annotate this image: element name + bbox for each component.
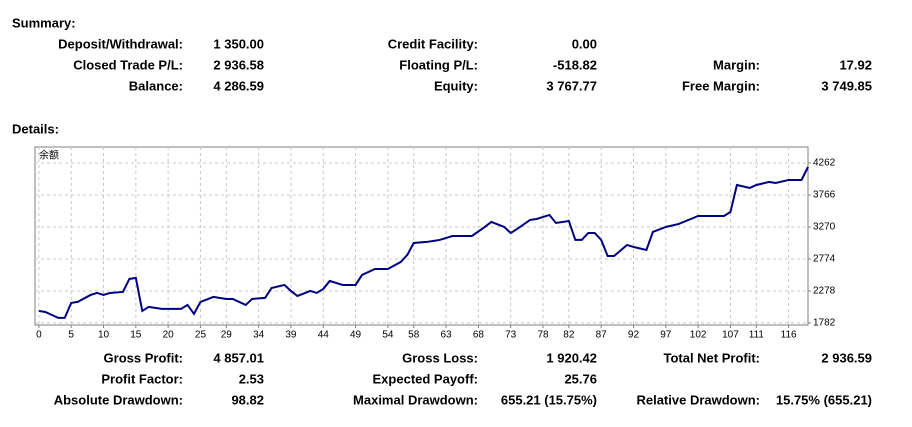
y-tick-label: 3270 <box>813 222 836 233</box>
field-value: 3 767.77 <box>546 78 597 93</box>
field-value: 655.21 (15.75%) <box>501 392 597 407</box>
x-tick-label: 20 <box>163 330 175 341</box>
balance-line <box>38 166 809 319</box>
field-label: Closed Trade P/L: <box>73 57 183 72</box>
x-tick-label: 39 <box>285 330 297 341</box>
x-tick-label: 10 <box>98 330 110 341</box>
field-label: Gross Loss: <box>402 350 478 365</box>
x-tick-label: 58 <box>408 330 420 341</box>
field-label: Equity: <box>434 78 478 93</box>
x-tick-label: 44 <box>318 330 330 341</box>
field-label: Relative Drawdown: <box>636 392 760 407</box>
field-value: 4 286.59 <box>213 78 264 93</box>
field-value: 2 936.58 <box>213 57 264 72</box>
field-label: Expected Payoff: <box>373 371 478 386</box>
x-tick-label: 34 <box>253 330 265 341</box>
field-label: Profit Factor: <box>101 371 183 386</box>
y-tick-label: 4262 <box>813 158 836 169</box>
x-tick-label: 78 <box>537 330 549 341</box>
field-value: 0.00 <box>572 36 597 51</box>
field-value: 2.53 <box>239 371 264 386</box>
y-tick-label: 1782 <box>813 318 836 329</box>
y-tick-label: 2774 <box>813 254 836 265</box>
x-tick-label: 111 <box>749 330 765 341</box>
field-value: 98.82 <box>231 392 264 407</box>
x-tick-label: 15 <box>130 330 142 341</box>
field-value: 4 857.01 <box>213 350 264 365</box>
x-tick-label: 87 <box>596 330 608 341</box>
field-value: 1 350.00 <box>213 36 264 51</box>
y-tick-label: 3766 <box>813 190 836 201</box>
x-tick-label: 49 <box>350 330 362 341</box>
x-tick-label: 68 <box>473 330 485 341</box>
details-title: Details: <box>12 121 59 136</box>
chart-title: 余额 <box>39 149 59 162</box>
chart-frame <box>34 146 809 326</box>
field-label: Floating P/L: <box>399 57 478 72</box>
x-tick-label: 107 <box>722 330 739 341</box>
x-tick-label: 92 <box>628 330 640 341</box>
x-tick-label: 0 <box>36 330 42 341</box>
x-tick-label: 54 <box>382 330 394 341</box>
field-value: 3 749.85 <box>821 78 872 93</box>
x-tick-label: 25 <box>195 330 207 341</box>
field-label: Gross Profit: <box>104 350 183 365</box>
summary-title: Summary: <box>12 15 76 30</box>
field-value: 15.75% (655.21) <box>776 392 872 407</box>
field-label: Deposit/Withdrawal: <box>58 36 183 51</box>
x-tick-label: 82 <box>563 330 575 341</box>
field-label: Maximal Drawdown: <box>353 392 478 407</box>
field-label: Free Margin: <box>682 78 760 93</box>
field-value: 2 936.59 <box>821 350 872 365</box>
x-tick-label: 102 <box>690 330 707 341</box>
x-tick-label: 116 <box>781 330 797 341</box>
field-label: Total Net Profit: <box>663 350 760 365</box>
field-label: Balance: <box>129 78 183 93</box>
x-tick-label: 73 <box>505 330 517 341</box>
field-label: Absolute Drawdown: <box>54 392 183 407</box>
field-label: Margin: <box>713 57 760 72</box>
field-value: 25.76 <box>564 371 597 386</box>
field-value: -518.82 <box>553 57 597 72</box>
field-value: 1 920.42 <box>546 350 597 365</box>
x-tick-label: 63 <box>440 330 452 341</box>
y-tick-label: 2278 <box>813 286 836 297</box>
x-tick-label: 29 <box>221 330 233 341</box>
x-tick-label: 5 <box>68 330 74 341</box>
x-tick-label: 97 <box>660 330 672 341</box>
field-label: Credit Facility: <box>388 36 478 51</box>
field-value: 17.92 <box>839 57 872 72</box>
